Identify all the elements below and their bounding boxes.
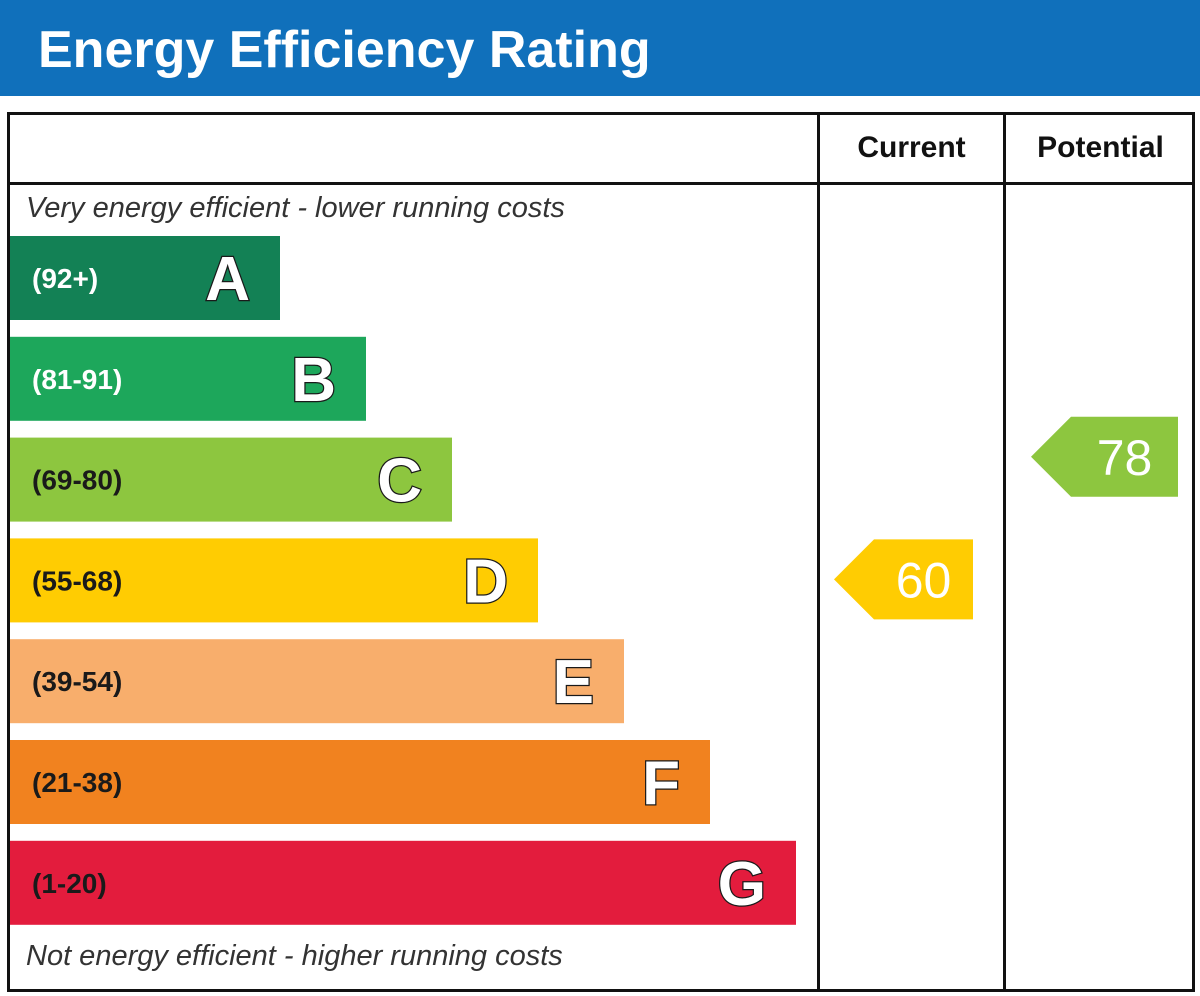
band-letter-label: D — [463, 547, 508, 616]
header-bar: Energy Efficiency Rating — [0, 0, 1200, 96]
potential-score-arrow: 78 — [1031, 416, 1178, 497]
band-range-label: (39-54) — [32, 666, 122, 697]
band-d: (55-68) D — [10, 538, 538, 623]
potential-column-header: Potential — [1037, 131, 1164, 164]
band-f: (21-38) F — [10, 740, 710, 824]
band-a: (92+) A — [10, 236, 280, 320]
band-range-label: (1-20) — [32, 868, 107, 899]
band-range-label: (69-80) — [32, 465, 122, 496]
band-letter-label: F — [642, 749, 680, 818]
rating-table-frame — [7, 112, 1195, 992]
top-efficiency-note: Very energy efficient - lower running co… — [26, 192, 565, 224]
band-bar — [10, 336, 366, 421]
page-title: Energy Efficiency Rating — [38, 21, 651, 79]
potential-score-arrow-value: 78 — [1097, 430, 1153, 486]
current-score-arrow-shape — [834, 539, 973, 620]
header-row-divider — [7, 182, 1195, 185]
band-letter-label: G — [718, 850, 766, 919]
bottom-efficiency-note: Not energy efficient - higher running co… — [26, 940, 563, 972]
band-c: (69-80) C — [10, 437, 452, 522]
band-bar — [10, 538, 538, 623]
band-bar — [10, 840, 796, 925]
band-letter-label: C — [377, 447, 422, 516]
band-e: (39-54) E — [10, 639, 624, 724]
band-letter-label: E — [553, 648, 594, 717]
band-bar — [10, 236, 280, 320]
band-range-label: (81-91) — [32, 364, 122, 395]
band-bar — [10, 639, 624, 724]
band-range-label: (92+) — [32, 263, 98, 294]
current-score-arrow: 60 — [834, 539, 973, 620]
band-g: (1-20) G — [10, 840, 796, 925]
current-column-divider — [817, 112, 820, 992]
potential-column-divider — [1003, 112, 1006, 992]
band-letter-label: A — [205, 245, 250, 314]
potential-score-arrow-shape — [1031, 416, 1178, 497]
band-bar — [10, 437, 452, 522]
current-column-header: Current — [857, 131, 966, 164]
band-letter-label: B — [291, 346, 336, 415]
band-bar — [10, 740, 710, 824]
band-b: (81-91) B — [10, 336, 366, 421]
current-score-arrow-value: 60 — [896, 552, 952, 608]
band-range-label: (21-38) — [32, 767, 122, 798]
band-range-label: (55-68) — [32, 565, 122, 596]
